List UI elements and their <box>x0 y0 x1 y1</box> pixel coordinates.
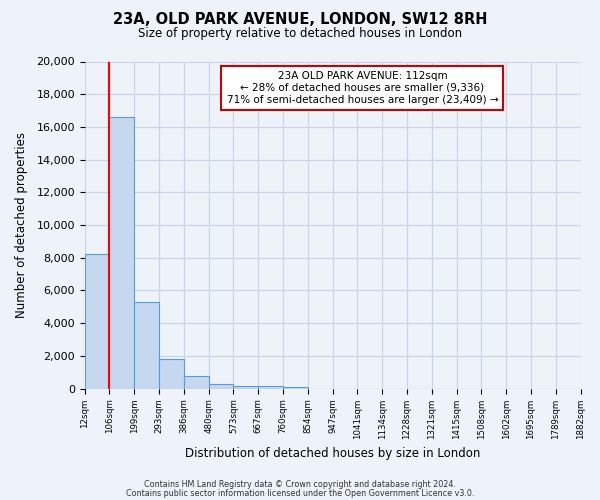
Bar <box>134 302 159 388</box>
Text: Contains public sector information licensed under the Open Government Licence v3: Contains public sector information licen… <box>126 489 474 498</box>
Bar <box>258 386 283 388</box>
Text: Contains HM Land Registry data © Crown copyright and database right 2024.: Contains HM Land Registry data © Crown c… <box>144 480 456 489</box>
Text: 23A, OLD PARK AVENUE, LONDON, SW12 8RH: 23A, OLD PARK AVENUE, LONDON, SW12 8RH <box>113 12 487 28</box>
Bar <box>209 384 233 388</box>
X-axis label: Distribution of detached houses by size in London: Distribution of detached houses by size … <box>185 447 480 460</box>
Bar <box>109 117 134 388</box>
Bar <box>85 254 109 388</box>
Y-axis label: Number of detached properties: Number of detached properties <box>15 132 28 318</box>
Text: 23A OLD PARK AVENUE: 112sqm
← 28% of detached houses are smaller (9,336)
71% of : 23A OLD PARK AVENUE: 112sqm ← 28% of det… <box>227 72 498 104</box>
Bar <box>233 386 258 388</box>
Bar <box>159 359 184 388</box>
Text: Size of property relative to detached houses in London: Size of property relative to detached ho… <box>138 28 462 40</box>
Bar <box>184 376 209 388</box>
